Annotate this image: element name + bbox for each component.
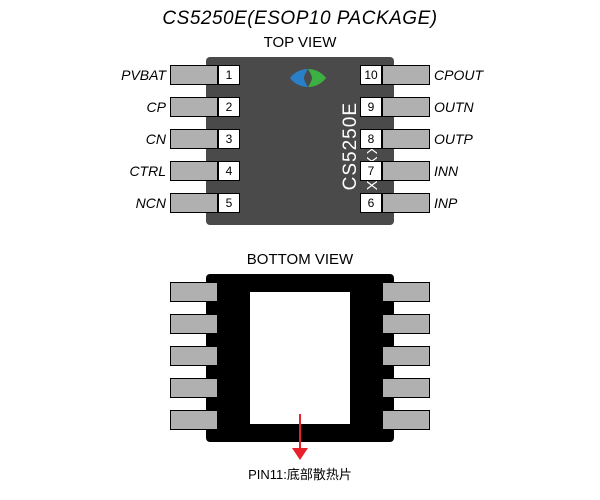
pin-num-4: 4 xyxy=(218,161,240,181)
pin-num-3: 3 xyxy=(218,129,240,149)
pin-num-5: 5 xyxy=(218,193,240,213)
pin-5 xyxy=(170,193,218,213)
pin-num-6: 6 xyxy=(360,193,382,213)
arrow-head-icon xyxy=(292,448,308,460)
pin-num-9: 9 xyxy=(360,97,382,117)
pin-label-NCN: NCN xyxy=(110,195,166,211)
pin-num-10: 10 xyxy=(360,65,382,85)
pin-9 xyxy=(382,97,430,117)
pin-label-CP: CP xyxy=(110,99,166,115)
pin-3 xyxy=(170,129,218,149)
pin-label-CTRL: CTRL xyxy=(110,163,166,179)
pin-4 xyxy=(170,161,218,181)
top-view-label: TOP VIEW xyxy=(264,34,337,51)
pin11-caption: PIN11:底部散热片 xyxy=(248,464,352,483)
chipstar-logo xyxy=(286,67,330,89)
package-title: CS5250E(ESOP10 PACKAGE) xyxy=(162,8,437,30)
bottom-pin xyxy=(170,282,218,302)
pin-label-OUTP: OUTP xyxy=(434,131,490,147)
pin-7 xyxy=(382,161,430,181)
pin-2 xyxy=(170,97,218,117)
bottom-pin xyxy=(170,314,218,334)
pin-6 xyxy=(382,193,430,213)
bottom-pin xyxy=(170,410,218,430)
bottom-view-label: BOTTOM VIEW xyxy=(247,251,353,268)
pin-label-CPOUT: CPOUT xyxy=(434,67,490,83)
pin-label-PVBAT: PVBAT xyxy=(110,67,166,83)
pin-num-1: 1 xyxy=(218,65,240,85)
pin-label-INP: INP xyxy=(434,195,490,211)
bottom-pin xyxy=(382,282,430,302)
arrow-line xyxy=(299,414,301,452)
bottom-pin xyxy=(382,314,430,334)
pin-label-INN: INN xyxy=(434,163,490,179)
bottom-pin xyxy=(382,378,430,398)
pin-num-8: 8 xyxy=(360,129,382,149)
bottom-view-diagram xyxy=(160,274,440,442)
bottom-section: BOTTOM VIEW PIN11:底部散热片 xyxy=(160,251,440,483)
pin-num-2: 2 xyxy=(218,97,240,117)
bottom-pin xyxy=(382,410,430,430)
pin-label-CN: CN xyxy=(110,131,166,147)
pin-num-7: 7 xyxy=(360,161,382,181)
thermal-pad xyxy=(250,292,350,424)
bottom-pin xyxy=(382,346,430,366)
bottom-pin xyxy=(170,378,218,398)
bottom-pin xyxy=(170,346,218,366)
chip-marking-line1: CS5250E xyxy=(340,102,361,190)
pin-8 xyxy=(382,129,430,149)
pin-label-OUTN: OUTN xyxy=(434,99,490,115)
top-view-diagram: CS5250E XXXX PVBAT 1 10 CPOUTCP 2 9 OUTN… xyxy=(110,57,490,225)
pin-10 xyxy=(382,65,430,85)
pin-1 xyxy=(170,65,218,85)
